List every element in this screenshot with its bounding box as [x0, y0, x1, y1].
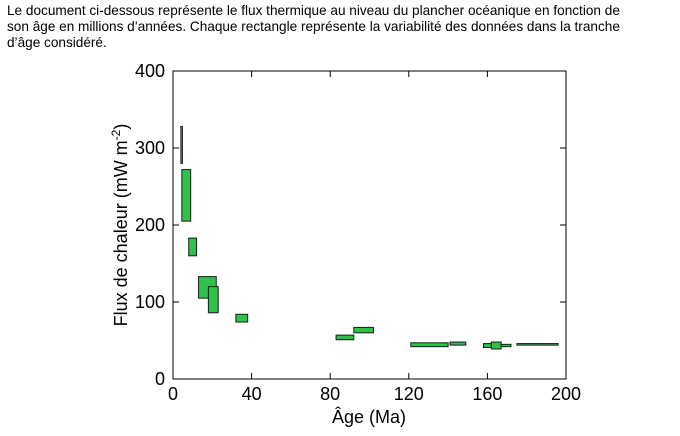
data-box [449, 341, 467, 346]
x-tick-label: 160 [472, 384, 502, 404]
data-box [180, 125, 183, 164]
x-tick-label: 200 [551, 384, 581, 404]
data-box [181, 169, 192, 222]
data-box [410, 342, 449, 348]
y-tick-label: 100 [135, 292, 165, 312]
x-tick-label: 120 [394, 384, 424, 404]
data-box [490, 341, 502, 350]
caption: Le document ci-dessous représente le flu… [7, 3, 675, 51]
y-axis-label-end: ) [111, 124, 131, 130]
data-box [353, 326, 374, 334]
data-box [500, 343, 512, 348]
y-tick-label: 300 [135, 138, 165, 158]
data-boxes [180, 125, 559, 350]
data-box [188, 237, 198, 257]
y-axis-label-exponent: -2 [109, 129, 123, 140]
y-tick-label: 200 [135, 215, 165, 235]
caption-line-2: son âge en millions d’années. Chaque rec… [7, 19, 620, 34]
data-box [516, 343, 559, 346]
x-axis: 0 40 80 120 160 200 [168, 71, 581, 404]
data-box [235, 313, 249, 323]
y-axis-label: Flux de chaleur (mW m-2) [109, 124, 131, 327]
y-tick-label: 400 [135, 61, 165, 81]
y-axis-label-main: Flux de chaleur (mW m [111, 140, 131, 326]
x-tick-label: 0 [168, 384, 178, 404]
data-box [482, 343, 492, 348]
caption-line-3: d’âge considéré. [7, 35, 107, 50]
y-tick-label: 0 [155, 369, 165, 389]
x-tick-label: 80 [320, 384, 340, 404]
y-axis: 0 100 200 300 400 [135, 61, 566, 389]
data-box [335, 334, 355, 341]
data-box [207, 286, 219, 314]
x-tick-label: 40 [242, 384, 262, 404]
x-axis-label: Âge (Ma) [332, 407, 406, 427]
caption-line-1: Le document ci-dessous représente le flu… [7, 3, 620, 18]
